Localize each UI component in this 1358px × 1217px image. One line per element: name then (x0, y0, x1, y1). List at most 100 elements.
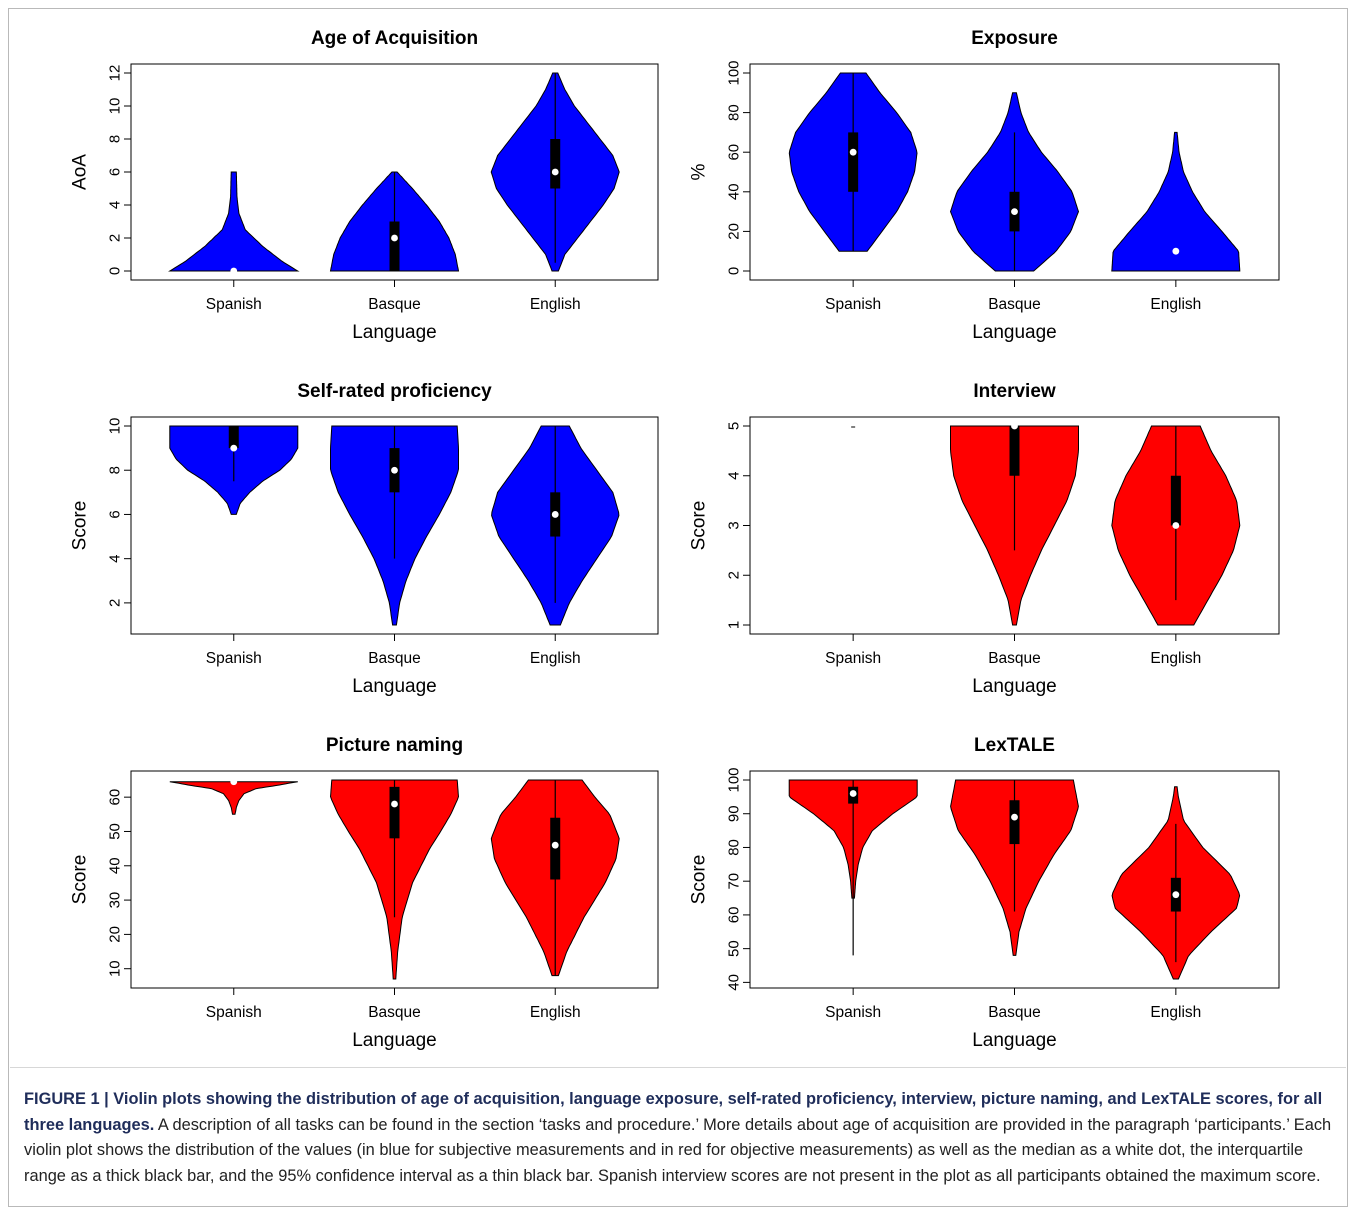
x-tick-label: Basque (368, 1004, 421, 1021)
x-tick-label: Basque (368, 650, 421, 667)
x-tick-label: Spanish (825, 1004, 881, 1021)
x-tick-label: Basque (988, 296, 1041, 313)
median-dot (1011, 208, 1018, 216)
y-tick-label: 50 (726, 940, 743, 957)
violin-panel: Exposure Spanish Basque English 0 20 40 60 80 100… (689, 28, 1280, 343)
x-axis-label: Language (972, 1030, 1057, 1051)
violin-plot-grid: Age of Acquisition Spanish Basque English 0 2… (70, 28, 1280, 1051)
violin-panel: Interview Spanish Basque English 1 2 3 4 5 Langua… (689, 381, 1280, 697)
y-tick-label: 8 (107, 135, 124, 143)
iqr-bar (1009, 800, 1020, 845)
y-tick-label: 2 (726, 571, 743, 579)
y-tick-label: 5 (726, 422, 743, 430)
y-tick-label: 40 (107, 857, 124, 874)
median-dot (849, 790, 857, 797)
y-tick-label: 6 (107, 510, 124, 518)
chart-title: Picture naming (326, 735, 463, 756)
median-dot (1011, 422, 1018, 430)
iqr-bar (389, 221, 400, 271)
caption-text: A description of all tasks can be found … (24, 1115, 1332, 1185)
x-tick-label: Basque (988, 1004, 1041, 1021)
median-dot (1172, 891, 1180, 899)
y-axis-label: Score (70, 501, 91, 551)
y-tick-label: 4 (726, 472, 743, 480)
violin-body (169, 781, 298, 815)
y-tick-label: 40 (726, 974, 743, 991)
y-tick-label: 50 (107, 823, 124, 840)
figure-frame (8, 8, 1348, 1207)
median-dot (849, 148, 857, 156)
y-tick-label: 60 (726, 907, 743, 924)
x-tick-label: Basque (368, 296, 421, 313)
figure-caption: FIGURE 1 | Violin plots showing the dist… (24, 1087, 1334, 1189)
violin-panel: Picture naming Spanish Basque English 10 20 30… (70, 735, 659, 1051)
median-dot (1011, 813, 1018, 821)
median-dot (1172, 247, 1180, 255)
x-axis-label: Language (352, 676, 437, 697)
y-tick-label: 60 (726, 144, 743, 161)
median-dot (230, 267, 238, 275)
y-tick-label: 0 (107, 267, 124, 275)
x-tick-label: English (1150, 650, 1201, 667)
y-tick-label: 4 (107, 554, 124, 562)
y-tick-label: 80 (726, 839, 743, 856)
y-tick-label: 20 (107, 926, 124, 943)
y-tick-label: 40 (726, 183, 743, 200)
median-dot (230, 778, 238, 786)
median-dot (551, 841, 559, 849)
x-tick-label: Spanish (206, 1004, 262, 1021)
y-tick-label: 8 (107, 466, 124, 474)
y-axis-label: Score (70, 855, 91, 905)
y-tick-label: 100 (726, 767, 743, 792)
chart-title: LexTALE (974, 735, 1055, 756)
x-tick-label: English (530, 1004, 581, 1021)
median-dot (391, 800, 398, 808)
y-tick-label: 2 (107, 234, 124, 242)
x-tick-label: English (530, 650, 581, 667)
y-tick-label: 90 (726, 805, 743, 822)
x-tick-label: Spanish (206, 296, 262, 313)
x-tick-label: Spanish (825, 296, 881, 313)
iqr-bar (848, 132, 859, 192)
median-dot (551, 168, 559, 176)
iqr-bar (1009, 426, 1020, 476)
x-tick-label: Spanish (206, 650, 262, 667)
y-tick-label: 10 (107, 960, 124, 977)
y-axis-label: % (689, 163, 710, 180)
y-tick-label: 6 (107, 168, 124, 176)
x-axis-label: Language (972, 676, 1057, 697)
chart-title: Interview (973, 381, 1056, 402)
y-tick-label: 20 (726, 223, 743, 240)
iqr-bar (1170, 475, 1181, 526)
y-axis-label: Score (689, 855, 710, 905)
x-tick-label: English (530, 296, 581, 313)
y-axis-label: Score (689, 501, 710, 551)
chart-title: Exposure (971, 28, 1058, 49)
violin-panel: Age of Acquisition Spanish Basque English 0 2… (70, 28, 659, 343)
y-tick-label: 2 (107, 599, 124, 607)
y-tick-label: 12 (107, 65, 124, 82)
x-tick-label: English (1150, 1004, 1201, 1021)
violin-panel: Self-rated proficiency Spanish Basque Engli… (70, 381, 659, 697)
y-tick-label: 60 (107, 789, 124, 806)
caption-divider (10, 1067, 1346, 1068)
x-axis-label: Language (352, 1030, 437, 1051)
iqr-bar (550, 817, 561, 880)
y-axis-label: AoA (70, 154, 91, 190)
y-tick-label: 10 (107, 418, 124, 435)
x-axis-label: Language (972, 322, 1057, 343)
median-dot (551, 511, 559, 518)
y-tick-label: 70 (726, 873, 743, 890)
x-tick-label: English (1150, 296, 1201, 313)
median-dot (1172, 522, 1180, 529)
x-tick-label: Spanish (825, 650, 881, 667)
violin-body (1111, 131, 1241, 272)
median-dot (230, 444, 238, 452)
iqr-bar (389, 786, 400, 839)
iqr-bar (228, 426, 239, 449)
y-tick-label: 80 (726, 104, 743, 121)
chart-title: Age of Acquisition (311, 28, 478, 49)
y-tick-label: 3 (726, 521, 743, 529)
y-tick-label: 1 (726, 621, 743, 629)
iqr-bar (550, 139, 561, 189)
